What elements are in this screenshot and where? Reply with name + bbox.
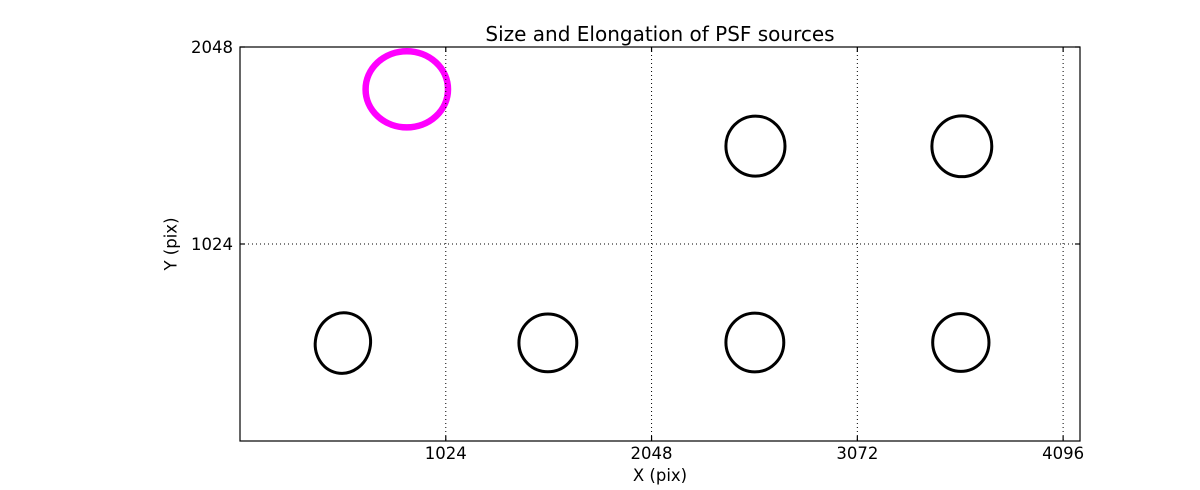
y-axis-label: Y (pix) [161, 217, 181, 271]
psf-source-ellipse [930, 114, 994, 179]
x-axis-label: X (pix) [632, 466, 688, 485]
y-tick-label-2048: 2048 [191, 38, 233, 57]
psf-source-ellipse [724, 311, 786, 374]
y-tick-label-1024: 1024 [191, 235, 233, 254]
x-tick-label-3072: 3072 [836, 444, 878, 463]
chart-title: Size and Elongation of PSF sources [485, 22, 835, 46]
x-tick-label-4096: 4096 [1042, 444, 1084, 463]
psf-source-ellipse [724, 114, 787, 178]
psf-source-ellipse [313, 311, 373, 375]
x-tick-label-1024: 1024 [425, 444, 467, 463]
psf-source-ellipse-flagged [362, 47, 452, 131]
psf-source-ellipse [931, 312, 991, 373]
psf-source-ellipse [517, 312, 579, 374]
psf-sources-layer [313, 47, 994, 375]
x-tick-label-2048: 2048 [631, 444, 673, 463]
